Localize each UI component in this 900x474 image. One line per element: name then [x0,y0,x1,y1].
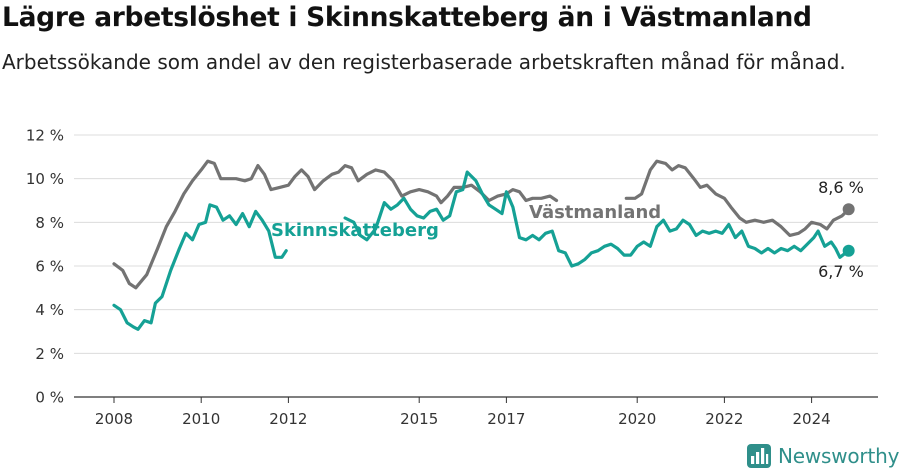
x-tick-label: 2020 [618,410,656,428]
y-tick-label: 12 % [26,127,64,145]
series-lines [112,159,855,331]
brand-logo: Newsworthy [746,441,899,471]
brand-name: Newsworthy [778,444,900,468]
x-tick-label: 2010 [182,410,220,428]
chart-title: Lägre arbetslöshet i Skinnskatteberg än … [2,2,812,33]
end-value-label-vastmanland: 8,6 % [818,178,864,197]
y-axis-ticks: 0 % 2 % 4 % 6 % 8 % 10 % 12 % [26,127,64,407]
series-end-point-skinnskatteberg [842,244,855,257]
x-tick-label: 2015 [400,410,438,428]
gridlines [74,134,878,398]
y-tick-label: 2 % [35,345,64,363]
end-value-label-skinnskatteberg: 6,7 % [818,262,864,281]
series-line-vastmanland [112,159,851,290]
x-tick-label: 2024 [793,410,831,428]
series-end-point-vastmanland [842,203,855,216]
chart-subtitle: Arbetssökande som andel av den registerb… [2,50,846,74]
x-tick-label: 2012 [269,410,307,428]
x-tick-label: 2008 [95,410,133,428]
y-tick-label: 10 % [26,170,64,188]
line-chart: 0 % 2 % 4 % 6 % 8 % 10 % 12 % 2008 2010 2012 2015… [26,127,878,428]
y-tick-label: 0 % [35,389,64,407]
series-labels: Västmanland Skinnskatteberg 8,6 % 6,7 % [271,178,864,281]
x-tick-label: 2022 [705,410,743,428]
y-tick-label: 6 % [35,258,64,276]
y-tick-label: 4 % [35,301,64,319]
newsworthy-logo-icon [747,444,771,468]
y-tick-label: 8 % [35,214,64,232]
x-axis-ticks: 2008 2010 2012 2015 2017 2020 2022 2024 [95,397,831,428]
x-tick-label: 2017 [487,410,525,428]
series-line-skinnskatteberg [112,170,851,331]
series-label-vastmanland: Västmanland [529,202,661,223]
series-label-skinnskatteberg: Skinnskatteberg [271,220,439,241]
